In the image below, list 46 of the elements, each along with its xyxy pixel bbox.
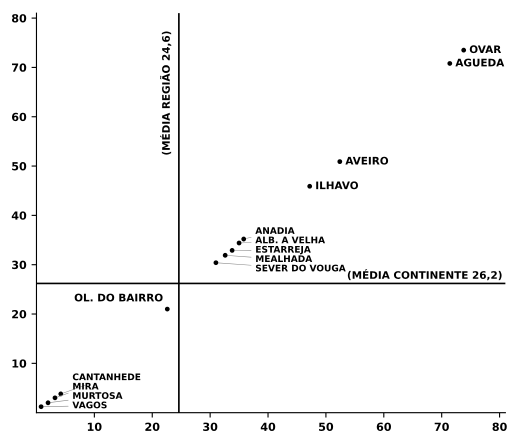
x-tick-label: 70	[434, 422, 449, 431]
annotation: SEVER DO VOUGA	[256, 264, 346, 272]
y-tick-label: 20	[12, 310, 26, 318]
annotation: MIRA	[73, 382, 99, 390]
point	[46, 400, 50, 406]
y-tick-label: 30	[12, 260, 26, 270]
annotation: ANADIA	[255, 227, 295, 234]
x-tick-label: 80	[492, 422, 507, 431]
y-tick-label: 50	[12, 162, 26, 170]
x-tick-label: 30	[203, 422, 218, 431]
annotation: CANTANHEDE	[72, 373, 140, 380]
x-tick-label: 20	[145, 422, 160, 431]
annotation: VAGOS	[72, 402, 107, 408]
annotation: MEALHADA	[256, 255, 312, 262]
ref-line-label: (MÉDIA REGIÃO 24,6)	[160, 31, 172, 155]
point	[52, 395, 58, 400]
point	[337, 159, 342, 164]
annotation: ESTARREJA	[256, 246, 311, 254]
point	[307, 184, 312, 189]
point	[236, 240, 242, 246]
x-tick-label: 10	[88, 422, 102, 431]
point	[461, 48, 466, 53]
annotation: MURTOSA	[73, 392, 122, 400]
y-tick-label: 70	[12, 63, 26, 72]
point	[38, 404, 44, 410]
point	[58, 392, 64, 396]
x-tick-label: 40	[260, 422, 276, 431]
point	[222, 252, 228, 258]
annotation: OVAR	[470, 45, 502, 54]
annotation: AGUEDA	[455, 58, 504, 66]
y-tick-label: 10	[12, 359, 26, 368]
y-tick-label: 40	[12, 211, 26, 220]
point	[214, 260, 218, 266]
point	[230, 248, 235, 253]
annotation: OL. DO BAIRRO	[74, 294, 163, 302]
annotation: ILHAVO	[316, 181, 358, 190]
ref-line-label: (MÉDIA CONTINENTE 26,2)	[348, 269, 502, 280]
point	[241, 236, 246, 242]
y-tick-label: 80	[12, 14, 26, 22]
y-tick-label: 60	[12, 112, 26, 122]
annotation: ALB. A VELHA	[255, 236, 326, 244]
point	[164, 306, 170, 312]
point	[447, 61, 452, 66]
x-tick-label: 60	[376, 422, 392, 431]
annotation: AVEIRO	[345, 156, 388, 165]
x-tick-label: 50	[319, 422, 334, 431]
